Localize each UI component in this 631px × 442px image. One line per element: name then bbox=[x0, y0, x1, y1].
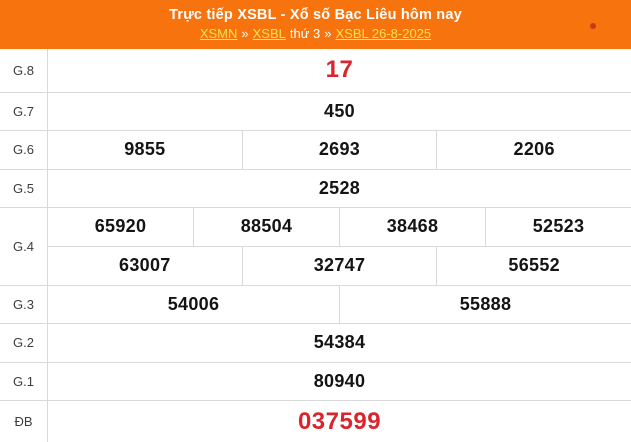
prize-label-g3: G.3 bbox=[0, 285, 48, 323]
prize-number-g4: 32747 bbox=[241, 246, 437, 285]
prize-line: 2528 bbox=[48, 170, 631, 208]
prize-label-g4: G.4 bbox=[0, 208, 48, 285]
header: Trực tiếp XSBL - Xổ số Bạc Liêu hôm nay … bbox=[0, 0, 631, 49]
prize-label-db: ĐB bbox=[0, 401, 48, 442]
prize-values-g4: 65920 88504 38468 52523 63007 32747 56552 bbox=[48, 208, 631, 285]
prize-number-g4: 38468 bbox=[339, 208, 485, 246]
prize-line: 54384 bbox=[48, 324, 631, 362]
prize-values-g3: 54006 55888 bbox=[48, 285, 631, 323]
prize-label-g6: G.6 bbox=[0, 131, 48, 169]
prize-label-g2: G.2 bbox=[0, 324, 48, 362]
prize-number-g3: 55888 bbox=[339, 285, 631, 323]
results-table: G.8 17 G.7 450 G.6 9855 2693 2206 G.5 2528 G.4 6592… bbox=[0, 49, 631, 442]
prize-label-g5: G.5 bbox=[0, 169, 48, 207]
prize-line: 63007 32747 56552 bbox=[48, 245, 631, 285]
prize-label-g8: G.8 bbox=[0, 49, 48, 92]
prize-label-g7: G.7 bbox=[0, 92, 48, 130]
breadcrumb: XSMN» XSBL thứ 3» XSBL 26-8-2025 bbox=[0, 25, 631, 42]
prize-row-g6: G.6 9855 2693 2206 bbox=[0, 131, 631, 170]
prize-values-db: 037599 bbox=[48, 401, 631, 442]
prize-number-g7: 450 bbox=[324, 100, 355, 121]
prize-row-db: ĐB 037599 bbox=[0, 401, 631, 442]
prize-row-g3: G.3 54006 55888 bbox=[0, 285, 631, 324]
breadcrumb-separator: » bbox=[241, 26, 249, 41]
prize-line: 17 bbox=[48, 49, 631, 92]
prize-number-g8: 17 bbox=[325, 56, 354, 84]
prize-values-g5: 2528 bbox=[48, 170, 631, 208]
prize-number-g5: 2528 bbox=[318, 177, 361, 198]
prize-number-g6: 2693 bbox=[241, 131, 437, 169]
prize-row-g2: G.2 54384 bbox=[0, 324, 631, 363]
breadcrumb-link-date[interactable]: XSBL 26-8-2025 bbox=[335, 26, 432, 41]
prize-row-g5: G.5 2528 bbox=[0, 169, 631, 208]
prize-row-g8: G.8 17 bbox=[0, 49, 631, 93]
prize-row-g7: G.7 450 bbox=[0, 92, 631, 131]
prize-values-g6: 9855 2693 2206 bbox=[48, 131, 631, 169]
breadcrumb-link-xsmn[interactable]: XSMN bbox=[199, 26, 238, 41]
live-indicator-dot bbox=[590, 23, 596, 29]
prize-number-g3: 54006 bbox=[167, 293, 220, 314]
prize-values-g1: 80940 bbox=[48, 363, 631, 401]
prize-values-g8: 17 bbox=[48, 49, 631, 92]
prize-number-g6: 2206 bbox=[436, 131, 631, 169]
page-title: Trực tiếp XSBL - Xổ số Bạc Liêu hôm nay bbox=[169, 7, 462, 23]
prize-number-g4: 65920 bbox=[94, 216, 147, 237]
prize-number-g4: 88504 bbox=[193, 208, 339, 246]
prize-row-g4: G.4 65920 88504 38468 52523 63007 32747 56552 bbox=[0, 208, 631, 286]
prize-line: 65920 88504 38468 52523 bbox=[48, 208, 631, 246]
prize-line: 037599 bbox=[48, 401, 631, 442]
prize-number-g4: 63007 bbox=[119, 255, 171, 276]
prize-line: 9855 2693 2206 bbox=[48, 131, 631, 169]
prize-number-g4: 56552 bbox=[436, 246, 631, 285]
breadcrumb-separator: » bbox=[324, 26, 332, 41]
prize-line: 450 bbox=[48, 93, 631, 131]
prize-number-g2: 54384 bbox=[313, 332, 366, 353]
prize-row-g1: G.1 80940 bbox=[0, 362, 631, 401]
prize-number-db: 037599 bbox=[297, 407, 382, 435]
breadcrumb-weekday: thứ 3 bbox=[289, 26, 321, 41]
prize-line: 54006 55888 bbox=[48, 285, 631, 323]
prize-number-g6: 9855 bbox=[124, 139, 166, 160]
prize-number-g4: 52523 bbox=[485, 208, 631, 246]
breadcrumb-link-xsbl[interactable]: XSBL bbox=[252, 26, 286, 41]
prize-values-g2: 54384 bbox=[48, 324, 631, 362]
prize-label-g1: G.1 bbox=[0, 362, 48, 400]
prize-number-g1: 80940 bbox=[313, 370, 366, 391]
prize-line: 80940 bbox=[48, 363, 631, 401]
prize-values-g7: 450 bbox=[48, 93, 631, 131]
